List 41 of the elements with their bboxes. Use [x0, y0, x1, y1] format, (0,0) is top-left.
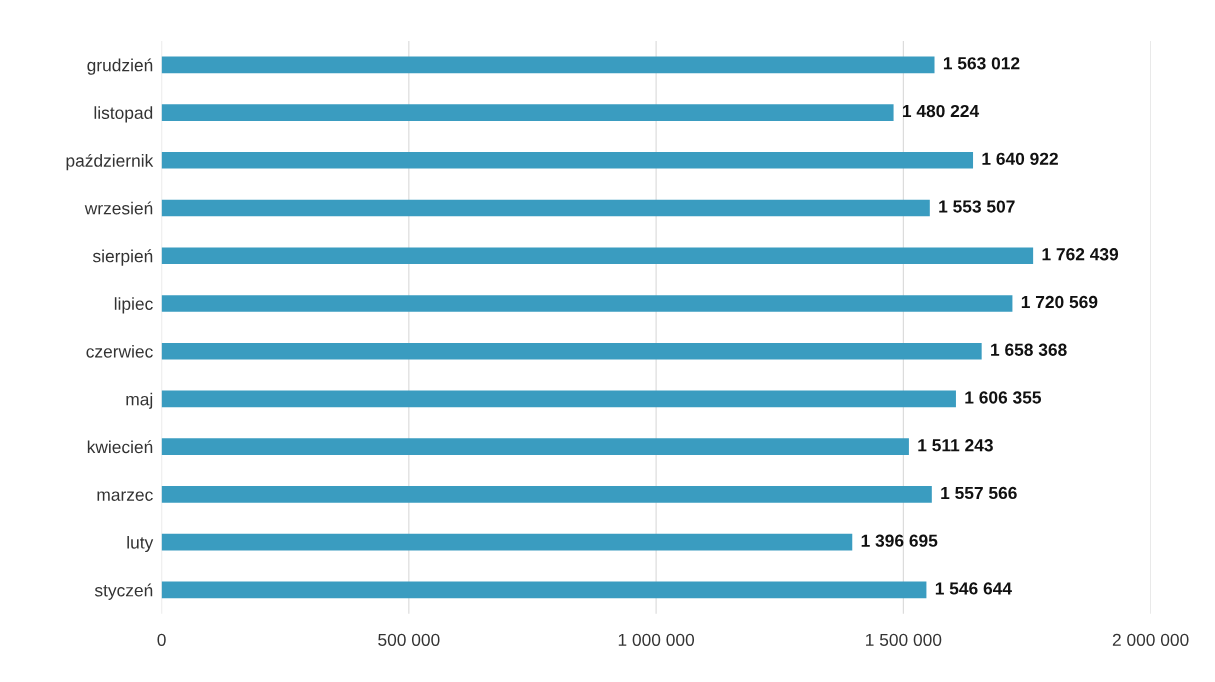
x-tick-label: 500 000	[378, 633, 440, 646]
y-tick-label: listopad	[94, 106, 153, 123]
data-label: 1 640 922	[982, 152, 1058, 165]
bar	[161, 151, 974, 169]
data-label: 1 396 695	[861, 534, 938, 547]
bar	[161, 295, 1013, 312]
y-tick-label: maj	[126, 392, 153, 409]
x-tick-label: 1 500 000	[866, 633, 942, 646]
y-tick-label: styczeń	[94, 583, 153, 600]
bar	[161, 581, 927, 599]
y-tick-label: wrzesień	[84, 201, 153, 215]
data-label: 1 553 507	[939, 200, 1015, 213]
y-tick-label: grudzień	[87, 58, 153, 75]
data-label: 1 762 439	[1042, 248, 1119, 261]
y-tick-label: sierpień	[92, 249, 153, 266]
data-label: 1 658 368	[991, 343, 1067, 356]
data-label: 1 720 569	[1021, 295, 1098, 309]
data-label: 1 606 355	[965, 391, 1042, 404]
data-label: 1 557 566	[941, 486, 1017, 500]
data-label: 1 546 644	[935, 582, 1012, 595]
y-tick-label: czerwiec	[86, 344, 153, 358]
data-label: 1 480 224	[903, 104, 980, 118]
x-tick-label: 1 000 000	[618, 633, 695, 646]
y-tick-label: październik	[66, 153, 154, 171]
data-label: 1 511 243	[918, 439, 993, 452]
bar	[161, 438, 909, 456]
y-tick-label: marzec	[97, 491, 153, 501]
bar	[161, 486, 932, 503]
bar	[161, 247, 1034, 265]
x-tick-label: 2 000 000	[1112, 633, 1189, 646]
x-tick-label: 0	[157, 633, 166, 646]
bar	[161, 56, 935, 74]
y-tick-label: luty	[127, 535, 154, 553]
y-tick-label: lipiec	[114, 297, 153, 314]
bar	[161, 104, 894, 121]
bar	[161, 199, 930, 217]
data-label: 1 563 012	[943, 57, 1020, 70]
y-tick-label: kwiecień	[87, 440, 153, 454]
bar	[161, 390, 956, 408]
bar	[161, 533, 853, 551]
bar	[161, 342, 982, 360]
